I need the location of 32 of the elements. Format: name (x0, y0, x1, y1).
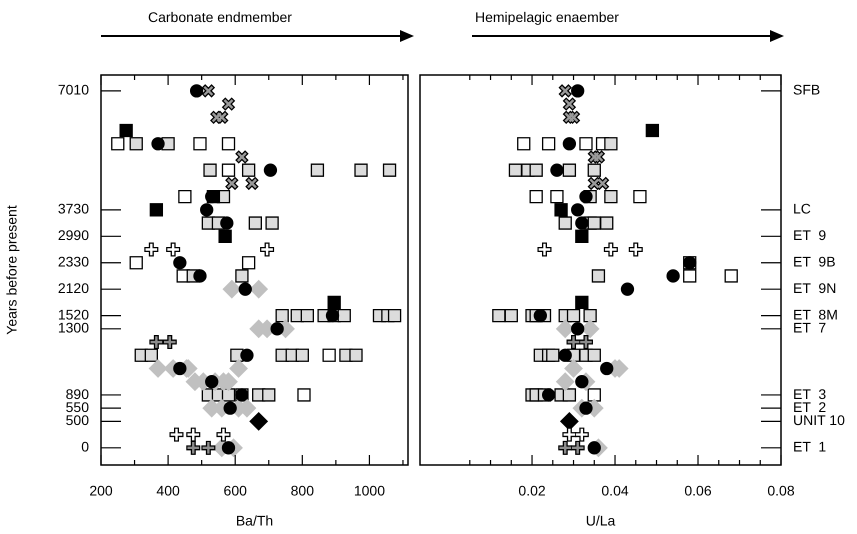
x-tick-label: 800 (290, 482, 314, 498)
x-tick-label: 0.02 (518, 482, 546, 498)
y-tick-label: 3730 (58, 200, 90, 217)
y-tick-label: SFB (793, 82, 820, 98)
y-tick-label: 2330 (58, 254, 90, 270)
chart-title: Hemipelagic enaember (475, 9, 619, 25)
y-tick-label: ET 9B (793, 254, 836, 270)
y-tick-label: 2120 (58, 280, 90, 296)
y-tick-label: ET 7 (793, 320, 826, 336)
x-tick-label: 1000 (354, 482, 386, 498)
y-tick-label: 7010 (58, 82, 90, 98)
y-tick-label: ET 9N (793, 280, 836, 296)
y-axis-title: Years before present (3, 205, 20, 335)
y-tick-label: 0 (81, 438, 90, 455)
x-axis-title: Ba/Th (236, 512, 274, 528)
y-tick-label: ET 3 (793, 386, 826, 402)
x-tick-label: 0.08 (767, 482, 795, 498)
y-tick-label: 2990 (58, 227, 90, 244)
y-tick-label: LC (793, 200, 811, 217)
chart-title: Carbonate endmember (148, 9, 292, 25)
x-tick-label: 0.06 (684, 482, 712, 498)
y-tick-label: ET 8M (793, 306, 838, 322)
x-tick-label: 0.04 (601, 482, 629, 498)
y-tick-label: 1300 (58, 320, 90, 336)
x-tick-label: 400 (156, 482, 180, 498)
y-tick-label: ET 9 (793, 227, 826, 244)
y-tick-label: ET 1 (793, 438, 826, 455)
y-tick-label: 1520 (58, 306, 90, 322)
y-tick-label: 890 (66, 386, 90, 402)
x-axis-title: U/La (586, 512, 616, 528)
x-tick-label: 200 (89, 482, 113, 498)
x-tick-label: 600 (224, 482, 248, 498)
